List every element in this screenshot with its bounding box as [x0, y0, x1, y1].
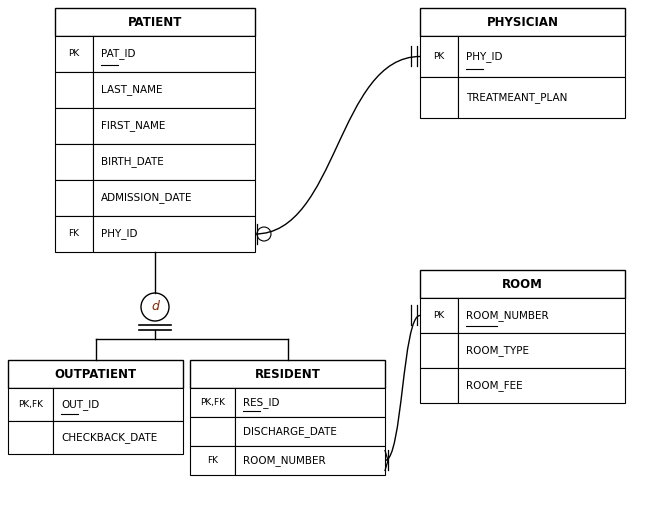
Bar: [420, 270, 625, 298]
Text: PHYSICIAN: PHYSICIAN: [486, 15, 559, 29]
Text: TREATMEANT_PLAN: TREATMEANT_PLAN: [466, 92, 568, 103]
Bar: [55, 180, 93, 216]
Bar: [93, 180, 255, 216]
Bar: [420, 298, 458, 333]
Text: d: d: [151, 300, 159, 314]
Bar: [458, 36, 625, 77]
Bar: [190, 388, 235, 417]
Text: OUTPATIENT: OUTPATIENT: [55, 367, 137, 381]
Text: ROOM_NUMBER: ROOM_NUMBER: [466, 310, 549, 321]
Bar: [93, 144, 255, 180]
Bar: [458, 333, 625, 368]
Text: PK,FK: PK,FK: [200, 398, 225, 407]
Bar: [420, 8, 625, 36]
Text: FK: FK: [68, 229, 79, 239]
Text: PK: PK: [68, 50, 79, 58]
Bar: [190, 417, 235, 446]
Bar: [93, 216, 255, 252]
Text: FIRST_NAME: FIRST_NAME: [101, 121, 165, 131]
Text: PHY_ID: PHY_ID: [466, 51, 503, 62]
Bar: [55, 144, 93, 180]
Bar: [420, 333, 458, 368]
Text: ADMISSION_DATE: ADMISSION_DATE: [101, 193, 193, 203]
Text: FK: FK: [207, 456, 218, 465]
Bar: [8, 421, 53, 454]
Bar: [235, 446, 385, 475]
Bar: [55, 72, 93, 108]
Bar: [93, 108, 255, 144]
Text: PK: PK: [434, 311, 445, 320]
Bar: [190, 446, 235, 475]
Bar: [420, 368, 458, 403]
Bar: [93, 72, 255, 108]
Text: LAST_NAME: LAST_NAME: [101, 84, 163, 96]
Bar: [55, 216, 93, 252]
Bar: [55, 36, 93, 72]
Text: RES_ID: RES_ID: [243, 397, 279, 408]
Bar: [55, 108, 93, 144]
Text: RESIDENT: RESIDENT: [255, 367, 320, 381]
Text: PAT_ID: PAT_ID: [101, 49, 135, 59]
Bar: [8, 388, 53, 421]
Text: DISCHARGE_DATE: DISCHARGE_DATE: [243, 426, 337, 437]
Bar: [458, 298, 625, 333]
Bar: [190, 360, 385, 388]
Bar: [458, 368, 625, 403]
Bar: [420, 36, 458, 77]
Text: PHY_ID: PHY_ID: [101, 228, 137, 240]
Text: ROOM_FEE: ROOM_FEE: [466, 380, 523, 391]
Text: ROOM_NUMBER: ROOM_NUMBER: [243, 455, 326, 466]
Text: PK,FK: PK,FK: [18, 400, 43, 409]
Bar: [55, 8, 255, 36]
Text: CHECKBACK_DATE: CHECKBACK_DATE: [61, 432, 158, 443]
Text: PATIENT: PATIENT: [128, 15, 182, 29]
Text: ROOM_TYPE: ROOM_TYPE: [466, 345, 529, 356]
Bar: [53, 388, 183, 421]
Text: BIRTH_DATE: BIRTH_DATE: [101, 156, 164, 168]
Text: OUT_ID: OUT_ID: [61, 399, 99, 410]
Bar: [53, 421, 183, 454]
Bar: [420, 77, 458, 118]
Bar: [235, 388, 385, 417]
Bar: [93, 36, 255, 72]
Text: PK: PK: [434, 52, 445, 61]
Text: ROOM: ROOM: [502, 277, 543, 290]
Bar: [458, 77, 625, 118]
Bar: [8, 360, 183, 388]
Bar: [235, 417, 385, 446]
